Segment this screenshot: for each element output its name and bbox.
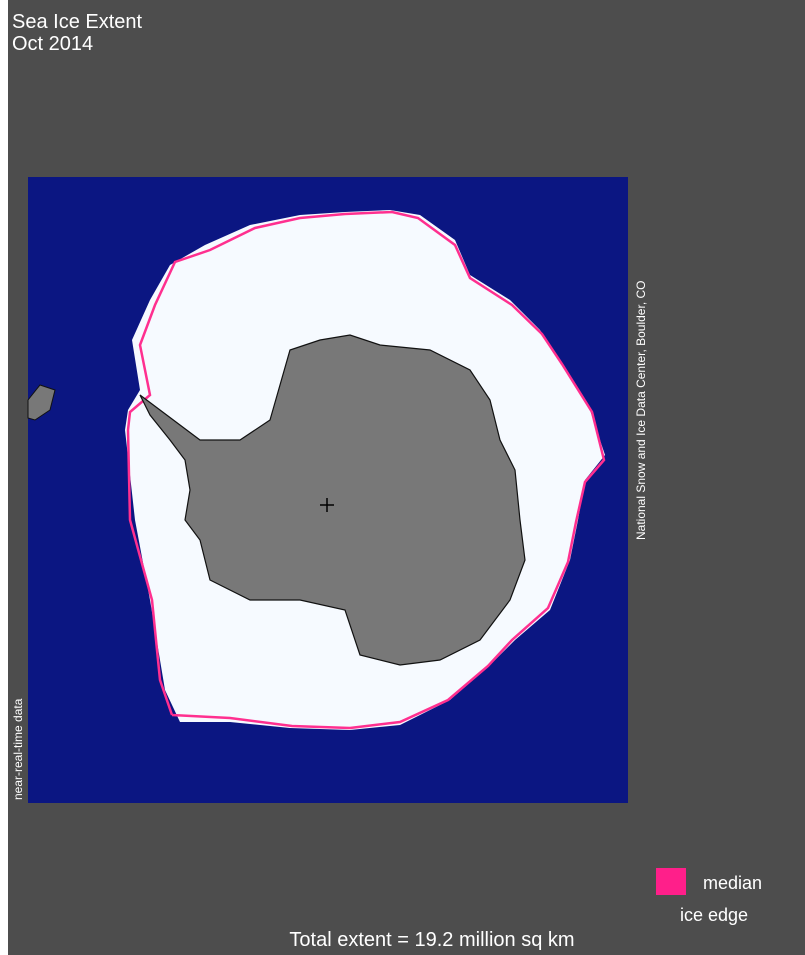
antarctica: [139, 334, 526, 666]
title: Sea Ice Extent: [12, 11, 143, 33]
total-extent: Total extent = 19.2 million sq km: [289, 929, 574, 951]
legend-label: median: [703, 873, 762, 893]
data-note: near-real-time data: [11, 698, 25, 800]
pole-marker: [320, 498, 334, 512]
date: Oct 2014: [12, 33, 93, 55]
legend-swatch: [656, 868, 686, 895]
credit: National Snow and Ice Data Center, Bould…: [634, 281, 648, 540]
legend-label: ice edge: [680, 905, 748, 925]
south-america-tip: [27, 384, 56, 421]
